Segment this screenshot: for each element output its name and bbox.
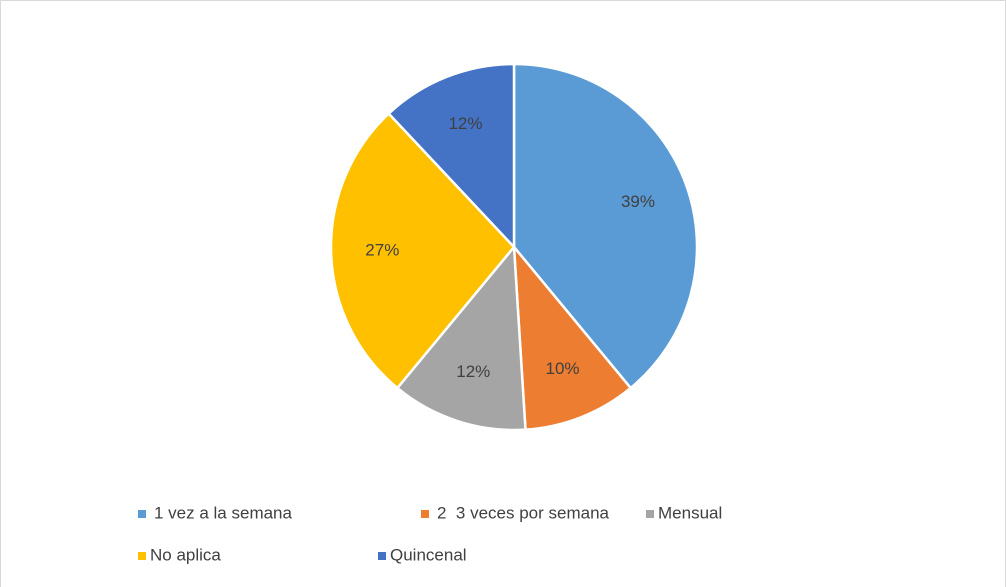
legend-label: Quincenal <box>390 545 467 564</box>
legend-label: No aplica <box>150 545 221 564</box>
pie-slice <box>512 62 699 390</box>
legend-marker <box>138 510 146 518</box>
data-label: 39% <box>621 192 655 211</box>
data-label: 12% <box>448 114 482 133</box>
pie-slice <box>386 62 516 251</box>
pie-slice <box>329 111 516 390</box>
legend-marker <box>421 510 429 518</box>
legend-label: Mensual <box>658 503 722 522</box>
data-label: 12% <box>456 362 490 381</box>
pie-slice <box>512 243 633 431</box>
legend-marker <box>138 552 146 560</box>
legend-label: 2 3 veces por semana <box>437 503 610 522</box>
legend-label: 1 vez a la semana <box>154 503 293 522</box>
legend-marker <box>646 510 654 518</box>
data-label: 27% <box>365 241 399 260</box>
pie-slice <box>395 243 527 432</box>
data-label: 10% <box>545 359 579 378</box>
legend-marker <box>378 552 386 560</box>
